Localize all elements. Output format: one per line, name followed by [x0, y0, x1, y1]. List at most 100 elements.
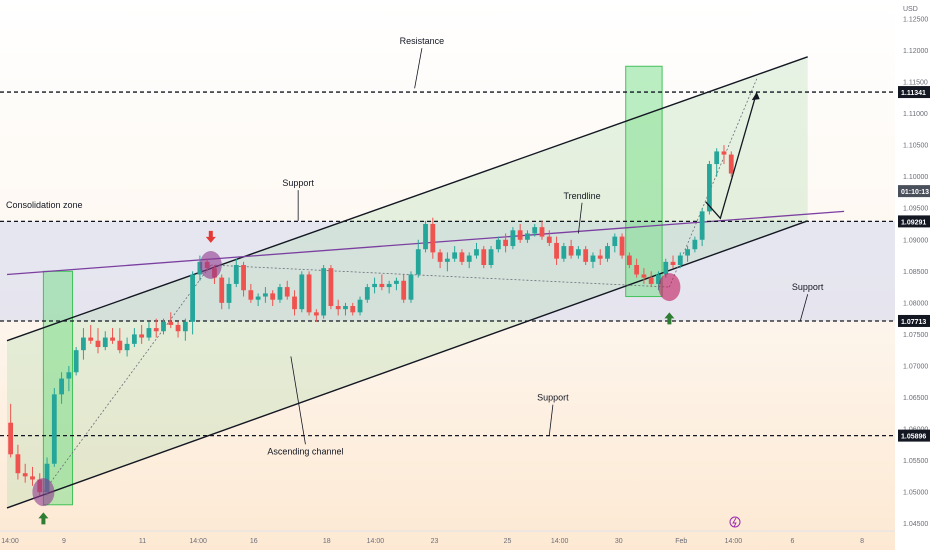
- candle[interactable]: [685, 246, 690, 262]
- candle[interactable]: [30, 466, 35, 486]
- candle[interactable]: [321, 265, 327, 319]
- candle[interactable]: [394, 277, 399, 291]
- candle[interactable]: [466, 252, 472, 269]
- candle[interactable]: [699, 208, 705, 247]
- candle[interactable]: [241, 261, 246, 297]
- candle[interactable]: [270, 290, 276, 307]
- candle[interactable]: [153, 318, 159, 338]
- candle[interactable]: [284, 280, 290, 300]
- candle[interactable]: [95, 328, 101, 354]
- candle[interactable]: [335, 299, 341, 316]
- candle[interactable]: [131, 328, 137, 348]
- candle[interactable]: [619, 233, 625, 259]
- candle[interactable]: [452, 246, 458, 262]
- candle[interactable]: [117, 328, 123, 354]
- candle[interactable]: [350, 302, 356, 316]
- candle[interactable]: [590, 252, 596, 269]
- candle[interactable]: [313, 309, 319, 322]
- candle[interactable]: [677, 252, 683, 269]
- candle[interactable]: [66, 365, 72, 392]
- candle[interactable]: [423, 220, 428, 253]
- current-price-badge: [898, 185, 930, 198]
- candle[interactable]: [532, 223, 538, 237]
- candle[interactable]: [197, 255, 203, 281]
- candle[interactable]: [233, 258, 239, 288]
- candle[interactable]: [299, 271, 305, 313]
- candle-body: [299, 274, 305, 310]
- candle[interactable]: [561, 242, 567, 262]
- candle[interactable]: [226, 277, 232, 310]
- candle[interactable]: [554, 236, 559, 265]
- candle[interactable]: [59, 372, 64, 404]
- candle[interactable]: [634, 258, 640, 278]
- candle[interactable]: [124, 337, 130, 357]
- candle[interactable]: [328, 265, 334, 310]
- candle[interactable]: [263, 287, 268, 303]
- candle[interactable]: [503, 233, 509, 253]
- candle[interactable]: [444, 252, 450, 272]
- candle[interactable]: [670, 255, 676, 269]
- event-icon[interactable]: [729, 516, 741, 528]
- candle[interactable]: [474, 242, 479, 259]
- candle[interactable]: [408, 271, 414, 303]
- candle[interactable]: [73, 347, 79, 376]
- candle[interactable]: [692, 236, 698, 253]
- candle[interactable]: [495, 236, 501, 253]
- candle[interactable]: [648, 271, 654, 288]
- candle[interactable]: [539, 220, 545, 240]
- candle[interactable]: [15, 444, 21, 480]
- candle[interactable]: [386, 280, 392, 294]
- candle[interactable]: [8, 403, 14, 458]
- candle[interactable]: [168, 312, 174, 329]
- candle[interactable]: [459, 249, 465, 265]
- candle[interactable]: [161, 318, 166, 335]
- candle[interactable]: [721, 145, 727, 165]
- candle[interactable]: [146, 321, 152, 341]
- candle[interactable]: [364, 283, 370, 303]
- candle[interactable]: [728, 151, 734, 177]
- candle[interactable]: [81, 328, 86, 360]
- candle[interactable]: [626, 252, 632, 269]
- candle[interactable]: [612, 233, 618, 253]
- candle[interactable]: [139, 324, 145, 344]
- candle[interactable]: [248, 283, 254, 303]
- candle[interactable]: [517, 223, 523, 243]
- candle[interactable]: [110, 328, 115, 344]
- candle[interactable]: [575, 246, 581, 259]
- candle[interactable]: [437, 249, 443, 269]
- candle[interactable]: [219, 274, 225, 310]
- candle[interactable]: [546, 230, 552, 247]
- candle[interactable]: [372, 277, 377, 294]
- candle[interactable]: [22, 463, 28, 483]
- candle[interactable]: [175, 321, 181, 338]
- price-tick-label: 1.05500: [903, 458, 928, 465]
- candle[interactable]: [277, 283, 283, 303]
- candle[interactable]: [488, 246, 494, 269]
- candle[interactable]: [182, 318, 188, 341]
- candle[interactable]: [292, 290, 297, 316]
- candle[interactable]: [641, 268, 647, 284]
- candle[interactable]: [88, 324, 94, 344]
- candle[interactable]: [415, 239, 421, 278]
- candle[interactable]: [102, 331, 108, 351]
- candle[interactable]: [568, 239, 574, 259]
- candle[interactable]: [190, 271, 196, 335]
- candle[interactable]: [583, 246, 589, 265]
- candle[interactable]: [714, 148, 720, 177]
- candle[interactable]: [401, 274, 407, 303]
- candle[interactable]: [379, 274, 385, 291]
- candle[interactable]: [510, 227, 516, 250]
- candle[interactable]: [525, 230, 530, 243]
- candle-body: [44, 463, 50, 493]
- annotation-support: Support: [537, 393, 569, 403]
- candle[interactable]: [481, 246, 487, 269]
- candle[interactable]: [51, 388, 57, 467]
- candle[interactable]: [343, 302, 348, 316]
- candle[interactable]: [357, 296, 363, 316]
- candle[interactable]: [430, 217, 436, 259]
- candle[interactable]: [306, 271, 312, 316]
- candle[interactable]: [597, 249, 603, 265]
- candle[interactable]: [605, 242, 610, 262]
- candle[interactable]: [255, 293, 261, 307]
